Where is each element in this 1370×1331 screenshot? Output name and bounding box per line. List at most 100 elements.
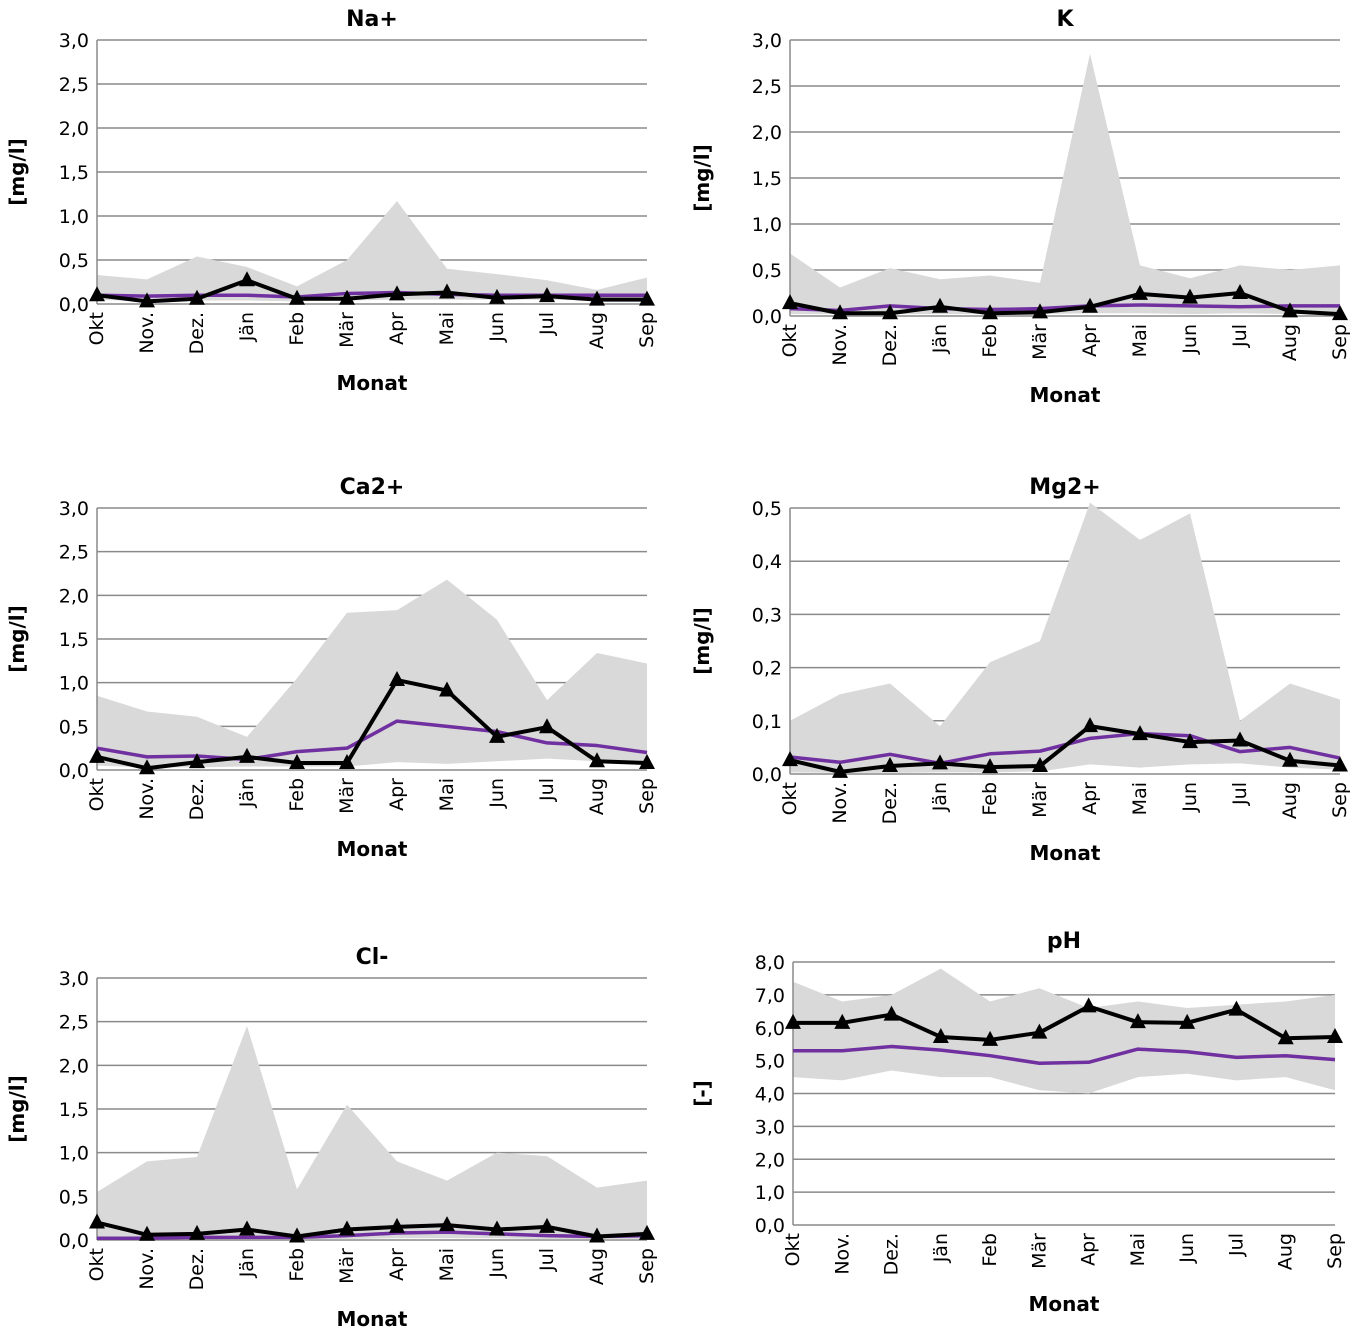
observed-marker [1332,756,1348,772]
chart-na: 0,0 0,5 1,0 1,5 2,0 2,5 3,0 Okt Nov. Dez. Jän Feb Mä… [5,7,658,395]
observed-marker [239,1220,255,1236]
x-tick-label: Mär [336,778,358,814]
observed-line [793,1004,1336,1042]
y-tick-label: 2,0 [59,118,89,140]
x-tick-label: Mär [336,1248,358,1284]
x-tick-label: Nov. [136,778,158,820]
x-tick-label: Apr [1079,782,1101,815]
observed-marker [1182,733,1198,749]
y-tick-label: 3,0 [752,30,782,52]
x-tick-label: Dez. [186,778,208,820]
x-tick-label: Sep [636,312,658,348]
x-tick-label: Mär [336,312,358,348]
observed-marker [1132,284,1148,300]
observed-marker [1282,302,1298,318]
x-tick-label: Jul [536,1248,558,1272]
y-tick-label: 1,5 [59,162,89,184]
observed-marker [1132,725,1148,741]
x-tick-label: Aug [586,312,608,349]
range-band [790,53,1340,315]
x-tick-label: Nov. [136,312,158,354]
chart-title: Cl- [356,945,389,970]
x-tick-label: Jän [236,312,258,342]
x-tick-label: Sep [1329,324,1351,360]
x-tick-label: Mai [1129,324,1151,357]
range-band [793,968,1335,1094]
observed-line [789,291,1341,317]
y-tick-label: 1,0 [59,206,89,228]
observed-marker [1080,997,1097,1013]
observed-line [96,1220,648,1239]
x-axis-label: Monat [337,837,408,861]
observed-marker [139,292,155,308]
y-tick-label: 0,5 [752,260,782,282]
x-tick-label: Dez. [186,312,208,354]
y-tick-label: 0,4 [752,551,782,573]
observed-marker [1082,717,1098,733]
chart-k: 0,0 0,5 1,0 1,5 2,0 2,5 3,0 Okt Nov. Dez. Jän Feb Mä… [690,7,1351,407]
x-tick-label: Okt [782,1233,804,1266]
observed-marker [639,754,655,770]
x-tick-label: Apr [1079,324,1101,357]
x-tick-label: Dez. [879,324,901,366]
x-tick-label: Dez. [879,782,901,824]
observed-marker [489,727,505,743]
x-tick-label: Aug [1279,324,1301,361]
y-tick-label: 0,0 [752,764,782,786]
x-tick-label: Mai [436,312,458,345]
chart-title: Na+ [346,7,398,32]
x-tick-label: Feb [979,324,1001,358]
y-tick-label: 2,0 [59,585,89,607]
y-tick-label: 4,0 [755,1084,785,1106]
x-tick-label: Jän [929,782,951,812]
x-tick-label: Dez. [881,1233,903,1275]
observed-marker [1232,284,1248,299]
observed-marker [1282,751,1298,767]
x-tick-label: Feb [979,782,1001,816]
x-axis-label: Monat [337,1307,408,1331]
x-tick-label: Jun [1179,324,1201,355]
x-tick-label: Feb [286,1248,308,1282]
y-tick-label: 2,5 [59,74,89,96]
x-tick-label: Mär [1028,1233,1050,1269]
y-tick-label: 2,0 [752,122,782,144]
mean-line [793,1044,1336,1066]
observed-marker [239,271,255,287]
y-tick-label: 3,0 [59,498,89,520]
y-tick-label: 1,0 [59,1143,89,1165]
mean-line [789,303,1340,313]
x-tick-label: Jun [1176,1233,1198,1264]
y-axis-label: [-] [690,1080,714,1107]
x-axis-label: Monat [1030,841,1101,865]
observed-marker [89,1213,105,1229]
chart-title: Ca2+ [340,475,405,500]
observed-marker [782,294,798,310]
x-tick-label: Apr [386,1248,408,1281]
observed-marker [389,1217,405,1233]
y-tick-label: 0,0 [59,294,89,316]
y-tick-label: 1,0 [752,214,782,236]
observed-line [96,678,648,771]
y-tick-label: 0,0 [755,1215,785,1237]
x-tick-label: Jän [236,778,258,808]
observed-marker [289,289,305,305]
observed-marker [339,1220,355,1236]
chart-title: Mg2+ [1029,475,1100,500]
chart-title: K [1056,7,1074,32]
x-tick-label: Jun [486,1248,508,1279]
range-band [97,579,647,768]
y-tick-label: 5,0 [755,1051,785,1073]
y-tick-label: 0,2 [752,658,782,680]
x-tick-label: Aug [1279,782,1301,819]
x-axis-label: Monat [1029,1292,1100,1316]
y-tick-label: 0,0 [59,760,89,782]
chart-title: pH [1047,929,1081,954]
observed-marker [589,290,605,306]
y-tick-label: 1,5 [752,168,782,190]
y-tick-label: 3,0 [59,30,89,52]
x-tick-label: Aug [1275,1233,1297,1270]
observed-marker [834,1013,851,1029]
y-tick-label: 1,5 [59,629,89,651]
y-axis-label: [mg/l] [690,144,714,212]
observed-marker [339,754,355,770]
